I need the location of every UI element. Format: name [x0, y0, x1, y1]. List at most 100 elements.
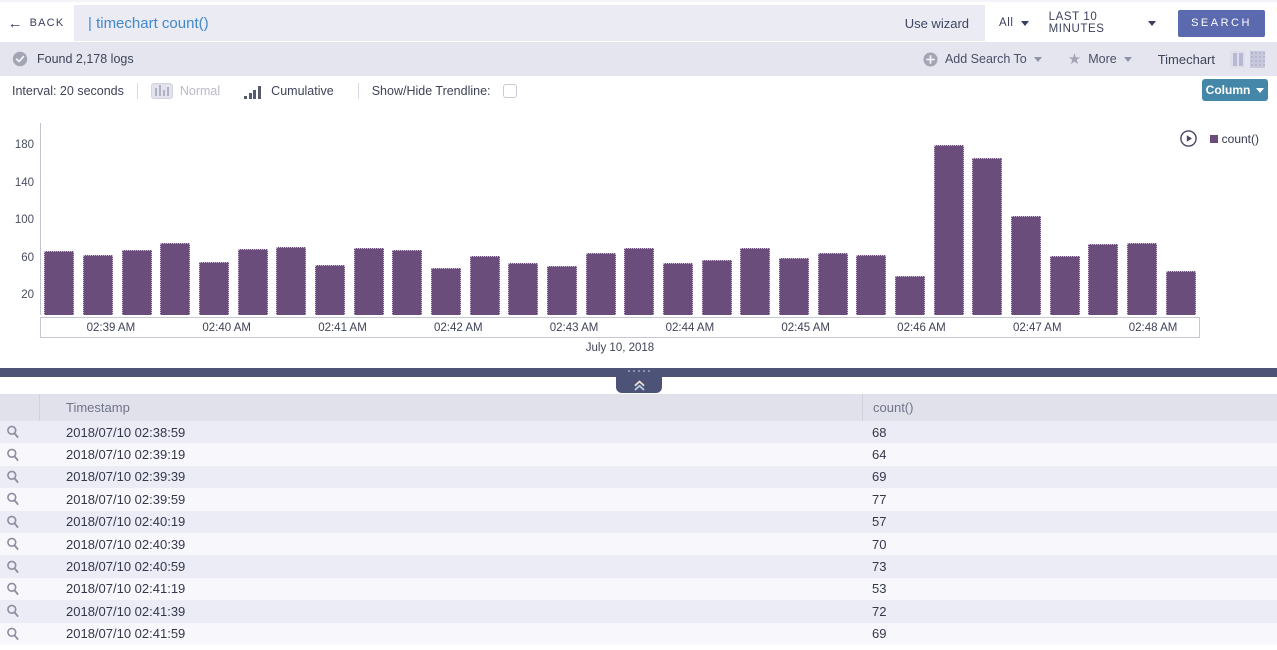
row-magnifier-cell[interactable] — [0, 604, 40, 618]
chart-type-button[interactable]: Column — [1202, 79, 1268, 101]
chart-bar[interactable] — [856, 255, 887, 315]
chart-bar[interactable] — [315, 265, 345, 315]
chart-bar[interactable] — [817, 253, 848, 315]
y-axis-line — [40, 123, 41, 315]
chart-bar[interactable] — [44, 251, 75, 315]
chart-bar[interactable] — [779, 257, 809, 315]
query-text[interactable]: | timechart count() — [88, 14, 209, 32]
row-count: 69 — [872, 469, 887, 485]
panel-divider[interactable] — [0, 368, 1277, 377]
table-row[interactable]: 2018/07/10 02:38:59 68 — [0, 421, 1277, 444]
chart-bar[interactable] — [237, 249, 268, 315]
row-magnifier-cell[interactable] — [0, 560, 40, 574]
row-count: 70 — [872, 536, 887, 552]
grid-view-icon[interactable] — [1250, 50, 1265, 68]
chart-bar[interactable] — [585, 253, 616, 315]
table-row[interactable]: 2018/07/10 02:40:39 70 — [0, 532, 1277, 556]
magnifier-icon[interactable] — [6, 425, 20, 439]
timechart: 20 60 100 140 180 02:39 AM 02:40 AM 02:41 AM 02… — [0, 106, 1277, 368]
collapse-panel-button[interactable] — [616, 377, 662, 393]
magnifier-icon[interactable] — [6, 470, 20, 484]
row-timestamp: 2018/07/10 02:40:39 — [66, 536, 186, 552]
chart-bar[interactable] — [469, 255, 500, 315]
more-dropdown[interactable]: ★ More — [1068, 52, 1132, 67]
view-mode-label: Timechart — [1157, 51, 1215, 67]
row-magnifier-cell[interactable] — [0, 492, 40, 506]
table-row[interactable]: 2018/07/10 02:41:59 69 — [0, 622, 1277, 645]
magnifier-icon[interactable] — [6, 537, 20, 551]
chart-bar[interactable] — [624, 247, 655, 315]
chart-bar[interactable] — [508, 263, 539, 315]
chart-bar[interactable] — [431, 268, 461, 315]
row-magnifier-cell[interactable] — [0, 515, 40, 529]
cumulative-mode-button[interactable]: Cumulative — [244, 84, 334, 99]
chart-bar[interactable] — [1049, 255, 1080, 315]
row-timestamp: 2018/07/10 02:41:39 — [66, 603, 186, 619]
bar-chart-icon — [150, 83, 173, 99]
row-magnifier-cell[interactable] — [0, 448, 40, 462]
table-row[interactable]: 2018/07/10 02:41:39 72 — [0, 600, 1277, 623]
chart-bar[interactable] — [701, 259, 732, 315]
row-magnifier-cell[interactable] — [0, 582, 40, 596]
chart-bar[interactable] — [392, 250, 423, 315]
trendline-checkbox[interactable] — [502, 84, 517, 98]
chart-bar[interactable] — [933, 145, 964, 315]
search-query-input[interactable]: | timechart count() Use wizard — [74, 5, 985, 41]
row-timestamp: 2018/07/10 02:40:19 — [66, 514, 186, 530]
divider — [357, 83, 359, 99]
cumulative-label: Cumulative — [271, 84, 334, 98]
column-header-count: count() — [862, 394, 1277, 421]
row-count: 73 — [872, 559, 887, 575]
magnifier-icon[interactable] — [6, 627, 20, 641]
row-magnifier-cell[interactable] — [0, 425, 40, 439]
chart-bar[interactable] — [276, 246, 307, 315]
chart-bar[interactable] — [83, 255, 113, 315]
table-row[interactable]: 2018/07/10 02:39:19 64 — [0, 443, 1277, 466]
table-row[interactable]: 2018/07/10 02:41:19 53 — [0, 577, 1277, 601]
add-search-to-dropdown[interactable]: Add Search To — [923, 52, 1042, 67]
magnifier-icon[interactable] — [6, 448, 20, 462]
magnifier-icon[interactable] — [6, 492, 20, 506]
chart-bar[interactable] — [353, 247, 384, 315]
magnifier-icon[interactable] — [6, 515, 20, 529]
chart-bar[interactable] — [1127, 242, 1157, 315]
chart-bar[interactable] — [121, 250, 152, 315]
chart-bar[interactable] — [740, 247, 771, 315]
plus-circle-icon — [923, 52, 938, 66]
magnifier-icon[interactable] — [6, 604, 20, 618]
chevron-down-icon — [1020, 20, 1029, 26]
table-row[interactable]: 2018/07/10 02:40:19 57 — [0, 510, 1277, 533]
search-button[interactable]: SEARCH — [1178, 9, 1265, 37]
play-button[interactable] — [1179, 130, 1197, 147]
magnifier-icon[interactable] — [6, 560, 20, 574]
magnifier-icon[interactable] — [6, 582, 20, 596]
table-row[interactable]: 2018/07/10 02:39:59 77 — [0, 488, 1277, 511]
x-tick-label: 02:39 AM — [86, 321, 136, 334]
chart-bar[interactable] — [663, 263, 693, 315]
row-magnifier-cell[interactable] — [0, 537, 40, 551]
chart-bar[interactable] — [1011, 215, 1041, 315]
add-search-to-label: Add Search To — [944, 52, 1027, 66]
normal-mode-button[interactable]: Normal — [150, 83, 220, 99]
chart-bar[interactable] — [1088, 243, 1119, 315]
table-row[interactable]: 2018/07/10 02:39:39 69 — [0, 465, 1277, 489]
back-button[interactable]: ← BACK — [0, 2, 72, 44]
header-icon-column — [0, 394, 40, 421]
row-magnifier-cell[interactable] — [0, 627, 40, 641]
chart-bar[interactable] — [547, 266, 577, 315]
chart-view-icon[interactable] — [1230, 50, 1245, 68]
time-range-dropdown[interactable]: LAST 10 MINUTES — [1049, 11, 1157, 35]
status-bar: Found 2,178 logs Add Search To ★ More Ti… — [0, 42, 1277, 76]
chart-bar[interactable] — [199, 261, 229, 315]
chart-bar[interactable] — [160, 242, 191, 315]
chart-bar[interactable] — [972, 158, 1003, 315]
table-row[interactable]: 2018/07/10 02:40:59 73 — [0, 555, 1277, 578]
row-magnifier-cell[interactable] — [0, 470, 40, 484]
chart-bar[interactable] — [1165, 270, 1196, 315]
use-wizard-link[interactable]: Use wizard — [904, 15, 969, 31]
interval-label: Interval: 20 seconds — [12, 84, 124, 98]
scope-dropdown[interactable]: All — [999, 17, 1029, 29]
chart-bar[interactable] — [895, 275, 925, 315]
found-logs-status: Found 2,178 logs — [0, 51, 134, 67]
legend-item-count[interactable]: count() — [1209, 132, 1259, 146]
